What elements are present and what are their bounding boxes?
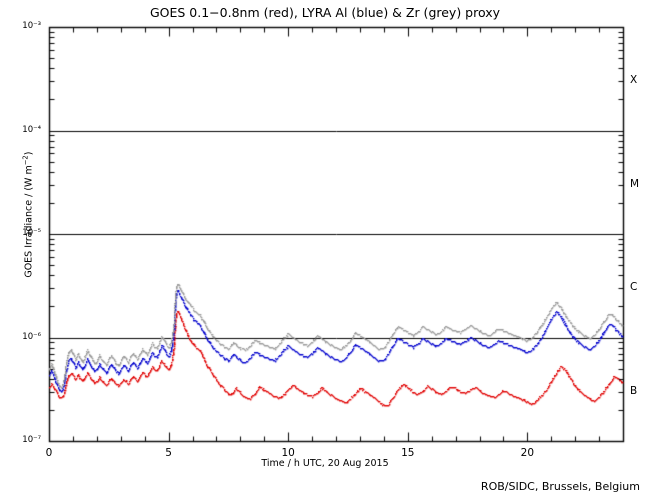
flare-class-label-m: M [630,177,640,190]
y-tick-label: 10⁻³ [22,21,41,31]
y-tick-label: 10⁻⁵ [22,228,41,238]
y-tick-label: 10⁻⁴ [22,124,41,135]
x-tick-label: 10 [281,447,295,459]
y-axis-label: GOES Irradiance / (W m−2) [21,125,34,305]
flare-class-label-c: C [630,281,638,294]
x-tick-label: 0 [45,447,53,459]
x-axis-label: Time / h UTC, 20 Aug 2015 [261,458,389,469]
flare-class-label-b: B [630,384,638,397]
y-axis-label-text: GOES Irradiance / (W m [23,165,35,278]
y-axis-label-tail: ) [23,151,35,156]
y-tick-label: 10⁻⁷ [22,435,41,445]
x-tick-label: 15 [401,447,415,459]
credit-label: ROB/SIDC, Brussels, Belgium [480,480,640,493]
x-tick-label: 20 [520,447,535,459]
y-axis-label-exponent: −2 [21,155,30,166]
x-tick-label: 5 [165,447,172,459]
flare-class-label-x: X [630,74,638,87]
chart-title: GOES 0.1−0.8nm (red), LYRA Al (blue) & Z… [149,5,501,20]
y-tick-label: 10⁻⁶ [22,331,41,342]
